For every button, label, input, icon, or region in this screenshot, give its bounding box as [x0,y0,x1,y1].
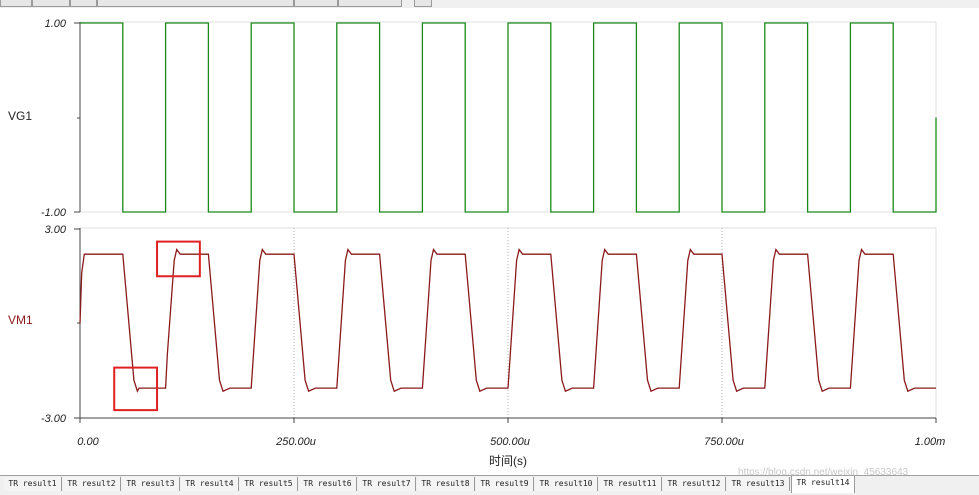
tab-tr-result14[interactable]: TR result14 [791,476,855,493]
tab-tr-result10[interactable]: TR result10 [535,477,598,491]
tab-tr-result1[interactable]: TR result1 [4,477,62,491]
x-tick-label: 1.00m [915,436,946,448]
highlight-box [113,366,159,412]
tab-tr-result3[interactable]: TR result3 [122,477,180,491]
x-tick-label: 250.00u [275,436,316,448]
toolbar-button[interactable] [414,0,432,7]
vm1-ytick-bottom: -3.00 [41,413,67,425]
tab-tr-result7[interactable]: TR result7 [358,477,416,491]
x-axis-label: 时间(s) [489,454,527,468]
tab-tr-result11[interactable]: TR result11 [599,477,662,491]
toolbar-strip [0,0,979,8]
x-tick-label: 500.00u [490,436,530,448]
toolbar-field[interactable] [97,0,294,7]
toolbar-button[interactable] [338,0,402,7]
highlight-box [156,240,201,278]
tab-tr-result12[interactable]: TR result12 [663,477,726,491]
tab-tr-result5[interactable]: TR result5 [240,477,298,491]
toolbar-button[interactable] [70,0,97,7]
x-tick-labels: 0.00 250.00u 500.00u 750.00u 1.00m [77,418,945,448]
tab-tr-result9[interactable]: TR result9 [476,477,534,491]
vg1-axis-label: VG1 [8,109,32,123]
waveform-chart: 1.00 -1.00 VG1 3.00 -3.00 VM1 0.00 250.00… [8,18,945,468]
vm1-trace [79,247,936,393]
x-tick-label: 750.00u [704,436,744,448]
waveform-plot-area: 1.00 -1.00 VG1 3.00 -3.00 VM1 0.00 250.00… [0,8,979,475]
tab-tr-result2[interactable]: TR result2 [63,477,121,491]
toolbar-button[interactable] [0,0,32,7]
x-tick-label: 0.00 [77,436,99,448]
result-tab-bar: TR result1 TR result2 TR result3 TR result4… [0,475,979,495]
toolbar-button[interactable] [294,0,338,7]
tab-tr-result13[interactable]: TR result13 [727,477,790,491]
vm1-axis-label: VM1 [8,313,33,327]
tab-tr-result4[interactable]: TR result4 [181,477,239,491]
highlight-annotations [113,240,201,412]
toolbar-button[interactable] [32,0,70,7]
watermark-text: https://blog.csdn.net/weixin_45633643 [738,467,909,478]
vg1-ytick-top: 1.00 [45,18,67,30]
vg1-ytick-bottom: -1.00 [41,207,67,219]
tab-tr-result8[interactable]: TR result8 [417,477,475,491]
vm1-ytick-top: 3.00 [45,224,67,236]
vg1-trace [80,22,937,213]
tab-tr-result6[interactable]: TR result6 [299,477,357,491]
